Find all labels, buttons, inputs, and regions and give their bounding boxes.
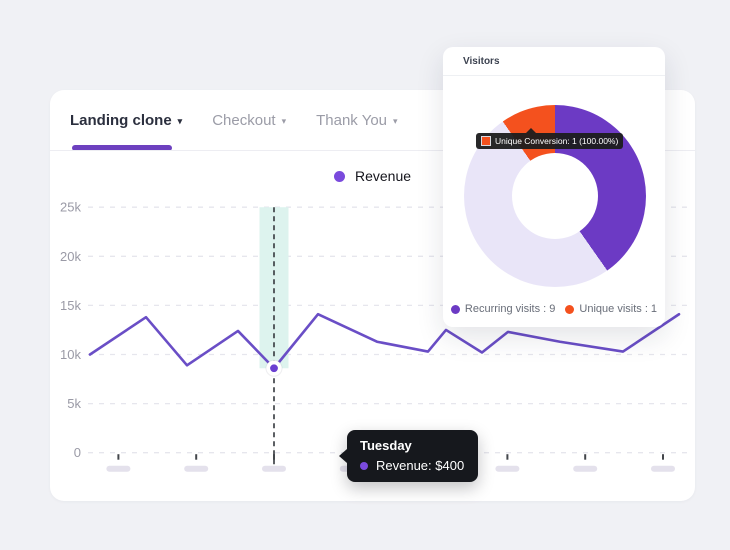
tooltip-arrow-icon [339, 449, 347, 463]
svg-text:20k: 20k [60, 249, 81, 264]
chevron-down-icon: ▾ [281, 115, 287, 126]
donut-tooltip-text: Unique Conversion: 1 (100.00%) [495, 136, 619, 146]
legend-dot-icon [450, 304, 460, 314]
legend-item-recurring-visits[interactable]: Recurring visits : 9 [450, 303, 556, 315]
legend-item-unique-visits[interactable]: Unique visits : 1 [565, 303, 657, 315]
chart-tooltip: Tuesday Revenue: $400 [339, 430, 479, 482]
tab-landing-clone[interactable]: Landing clone ▾ [70, 112, 182, 129]
active-tab-indicator [72, 145, 172, 151]
donut-tooltip: Unique Conversion: 1 (100.00%) [476, 128, 624, 149]
unique-visits-swatch-icon [481, 136, 491, 146]
funnel-tab-bar: Landing clone ▾ Checkout ▾ Thank You ▾ [50, 90, 695, 150]
tab-label: Checkout [212, 111, 276, 129]
tab-label: Landing clone [70, 111, 172, 129]
svg-text:10k: 10k [60, 347, 81, 362]
series-dot-icon [360, 461, 368, 470]
revenue-legend[interactable]: Revenue [50, 166, 695, 186]
donut-hole [512, 153, 598, 239]
legend-label: Recurring visits : 9 [464, 303, 556, 315]
chevron-down-icon: ▾ [393, 115, 398, 126]
legend-dot-icon [565, 304, 575, 314]
legend-dot-icon [333, 170, 345, 182]
legend-label: Unique visits : 1 [579, 303, 658, 315]
svg-text:5k: 5k [67, 396, 81, 411]
chevron-down-icon: ▾ [177, 115, 183, 126]
tooltip-arrow-icon [526, 128, 536, 133]
svg-text:15k: 15k [60, 298, 81, 313]
svg-text:25k: 25k [60, 200, 81, 215]
legend-label: Revenue [354, 168, 412, 184]
divider [443, 75, 665, 76]
tab-checkout[interactable]: Checkout ▾ [212, 112, 286, 129]
tooltip-day-label: Tuesday [360, 438, 412, 453]
visitors-card: Visitors Unique Conversion: 1 (100.00%) … [443, 47, 665, 327]
svg-text:0: 0 [74, 445, 81, 460]
tab-thank-you[interactable]: Thank You ▾ [316, 112, 397, 129]
visitors-legend: Recurring visits : 9 Unique visits : 1 [443, 303, 665, 315]
tab-label: Thank You [316, 111, 388, 129]
tooltip-value: Revenue: $400 [376, 458, 465, 473]
visitors-card-title: Visitors [463, 56, 500, 67]
divider [50, 150, 695, 151]
